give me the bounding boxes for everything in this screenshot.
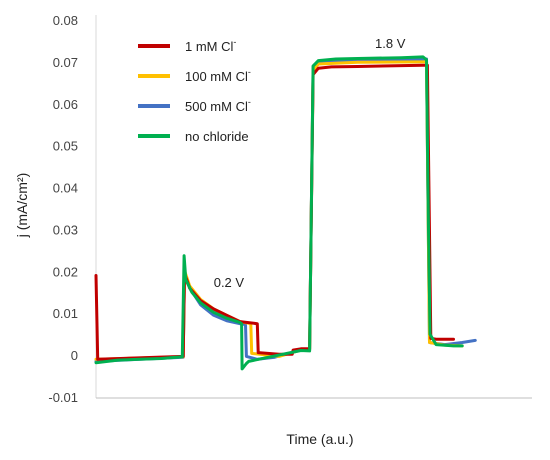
legend-label: no chloride bbox=[185, 129, 249, 144]
series-layer bbox=[94, 55, 477, 371]
x-axis-title: Time (a.u.) bbox=[286, 431, 353, 447]
annotations: 0.2 V 1.8 V bbox=[214, 36, 406, 290]
series-line-3 bbox=[94, 55, 464, 371]
y-tick-label: 0.06 bbox=[53, 97, 78, 112]
annotation-label: 0.2 V bbox=[214, 275, 245, 290]
annotation-label: 1.8 V bbox=[375, 36, 406, 51]
y-tick-label: 0.07 bbox=[53, 55, 78, 70]
y-axis-title: j (mA/cm²) bbox=[14, 173, 30, 239]
y-tick-label: 0.01 bbox=[53, 306, 78, 321]
y-axis-ticks: -0.01 0 0.01 0.02 0.03 0.04 0.05 0.06 0.07 0.08 bbox=[48, 13, 78, 405]
legend: 1 mM Cl- 100 mM Cl- 500 mM Cl-no chloride bbox=[138, 37, 251, 144]
y-tick-label: 0 bbox=[71, 348, 78, 363]
y-tick-label: 0.02 bbox=[53, 264, 78, 279]
y-tick-label: 0.04 bbox=[53, 181, 78, 196]
legend-label: 100 mM Cl- bbox=[185, 67, 251, 84]
y-tick-label: 0.08 bbox=[53, 13, 78, 28]
y-tick-label: 0.03 bbox=[53, 222, 78, 237]
series-line-0 bbox=[94, 63, 455, 361]
y-tick-label: 0.05 bbox=[53, 139, 78, 154]
y-tick-label: -0.01 bbox=[48, 390, 78, 405]
legend-label: 500 mM Cl- bbox=[185, 97, 251, 114]
legend-label: 1 mM Cl- bbox=[185, 37, 236, 54]
